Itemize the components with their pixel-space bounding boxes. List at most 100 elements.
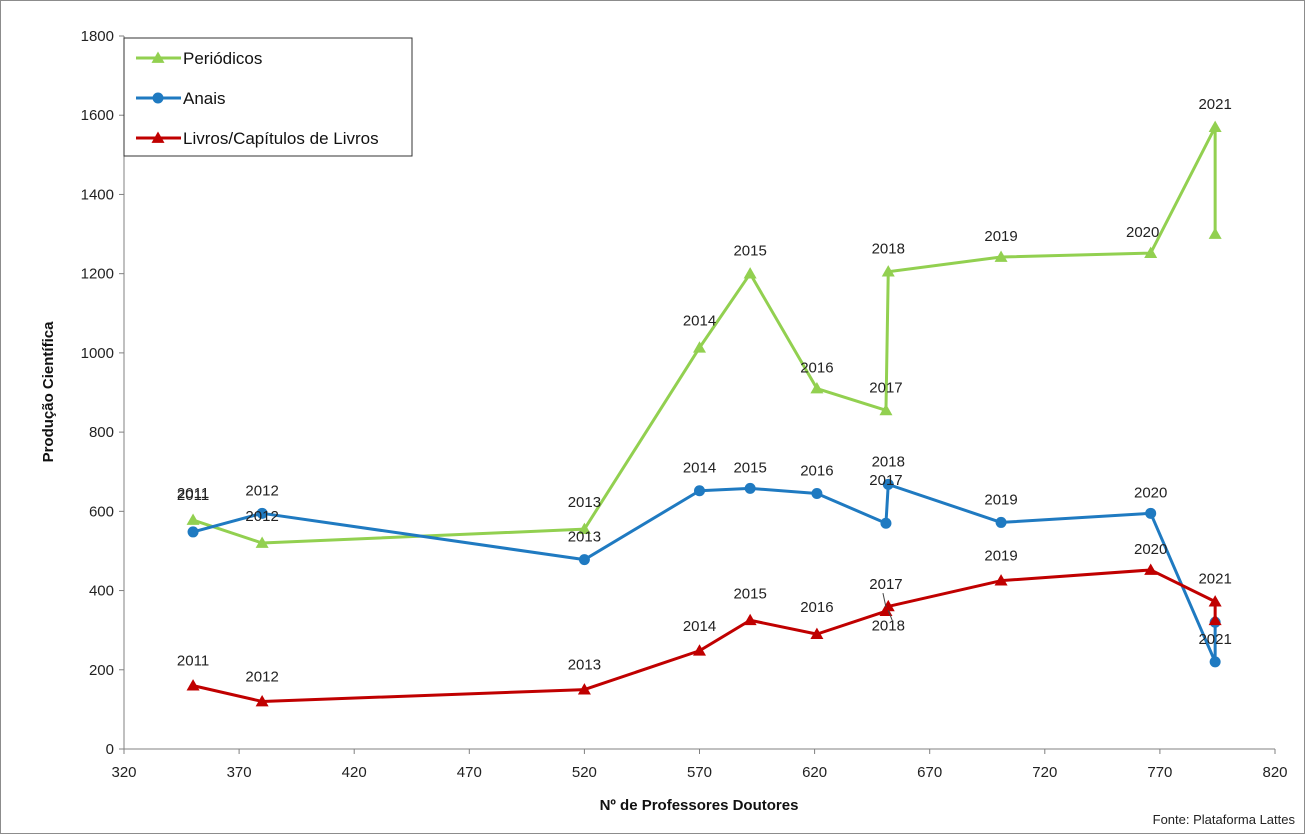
data-point [994, 250, 1008, 262]
point-label: 2018 [872, 453, 905, 470]
x-tick-label: 370 [227, 764, 252, 781]
point-label: 2015 [733, 459, 766, 476]
legend-label: Anais [183, 89, 226, 108]
data-point [1208, 595, 1222, 607]
legend-marker [151, 51, 165, 63]
y-axis-title: Produção Científica [40, 321, 57, 463]
data-point [1145, 507, 1157, 519]
point-label: 2021 [1198, 96, 1231, 113]
legend-marker [151, 131, 165, 143]
x-axis-title: Nº de Professores Doutores [600, 797, 799, 814]
data-point [187, 526, 199, 538]
point-label: 2015 [733, 243, 766, 260]
data-point [994, 574, 1008, 586]
x-tick-label: 620 [802, 764, 827, 781]
data-point [577, 522, 591, 535]
x-tick-label: 520 [572, 764, 597, 781]
data-point [1144, 246, 1158, 258]
legend: Periódicos Anais Livros/Capítulos de Livro… [123, 37, 413, 157]
series-line [192, 482, 1217, 664]
data-point [1209, 656, 1221, 668]
point-label: 2019 [984, 228, 1017, 245]
x-tick-label: 670 [917, 764, 942, 781]
y-tick-label: 0 [106, 741, 114, 758]
data-point [693, 341, 706, 353]
point-label: 2017 [869, 379, 902, 396]
point-label: 2020 [1134, 484, 1167, 501]
point-label: 2011 [177, 653, 209, 670]
year-labels-layer: 2011 2012 2013 2014 2015 2016 2017 2018 2019 2020… [177, 96, 1232, 685]
data-point [744, 482, 756, 494]
leader-line [882, 593, 887, 608]
data-point [810, 382, 824, 394]
series-0 [186, 120, 1222, 548]
point-label: 2021 [1198, 571, 1231, 588]
data-point [186, 513, 200, 525]
data-point [743, 267, 757, 279]
point-label: 2016 [800, 599, 833, 616]
data-point [810, 627, 824, 640]
y-tick-label: 200 [89, 662, 114, 679]
y-tick-label: 800 [89, 424, 114, 441]
y-tick-label: 1800 [81, 28, 114, 45]
source-note: Fonte: Plataforma Lattes [1153, 812, 1296, 827]
series-2 [186, 563, 1222, 707]
series-line [192, 125, 1217, 545]
leader-line [887, 610, 893, 621]
data-point [811, 488, 823, 500]
point-label: 2019 [984, 491, 1017, 508]
x-tick-label: 820 [1262, 764, 1287, 781]
point-label: 2017 [869, 472, 902, 489]
point-label: 2013 [568, 657, 601, 674]
data-point [881, 265, 895, 277]
data-point [881, 599, 895, 612]
data-point [1144, 563, 1158, 575]
x-tick-label: 770 [1147, 764, 1172, 781]
legend-label: Livros/Capítulos de Livros [183, 129, 379, 148]
data-point [743, 613, 757, 626]
y-tick-label: 1200 [81, 266, 114, 283]
point-label: 2013 [568, 529, 601, 546]
data-point [255, 536, 269, 548]
data-point [255, 694, 269, 707]
point-label: 2016 [800, 463, 833, 480]
x-tick-label: 720 [1032, 764, 1057, 781]
point-label: 2016 [800, 360, 833, 377]
data-point [1208, 120, 1222, 132]
data-point [882, 478, 894, 490]
x-tick-label: 320 [111, 764, 136, 781]
y-tick-label: 1000 [81, 345, 114, 362]
axes: 0 200 400 600 800 1000 1200 1400 1600 1800 320 370 4… [81, 28, 1288, 781]
legend-label: Periódicos [183, 49, 262, 68]
y-tick-label: 400 [89, 583, 114, 600]
point-label: 2018 [872, 241, 905, 258]
data-point [880, 517, 892, 529]
data-point [577, 683, 591, 695]
data-point [578, 554, 590, 566]
point-label: 2013 [568, 494, 601, 511]
data-point [256, 507, 268, 519]
x-tick-label: 570 [687, 764, 712, 781]
data-point [1208, 613, 1222, 626]
point-label: 2019 [984, 548, 1017, 565]
point-label: 2018 [872, 617, 905, 634]
series-layer [186, 120, 1222, 707]
data-point [694, 485, 705, 497]
data-point [879, 403, 893, 416]
point-label: 2014 [683, 618, 716, 635]
series-1 [187, 478, 1221, 668]
point-label: 2014 [683, 313, 716, 330]
point-label: 2015 [733, 585, 766, 602]
point-label: 2012 [245, 508, 278, 525]
data-point [186, 679, 200, 691]
point-label: 2020 [1134, 541, 1167, 558]
data-point [1208, 227, 1222, 239]
point-label: 2012 [245, 668, 278, 685]
x-tick-label: 470 [457, 764, 482, 781]
point-label: 2011 [177, 485, 209, 502]
point-label: 2011 [177, 487, 209, 504]
point-label: 2012 [245, 482, 278, 499]
x-tick-label: 420 [342, 764, 367, 781]
